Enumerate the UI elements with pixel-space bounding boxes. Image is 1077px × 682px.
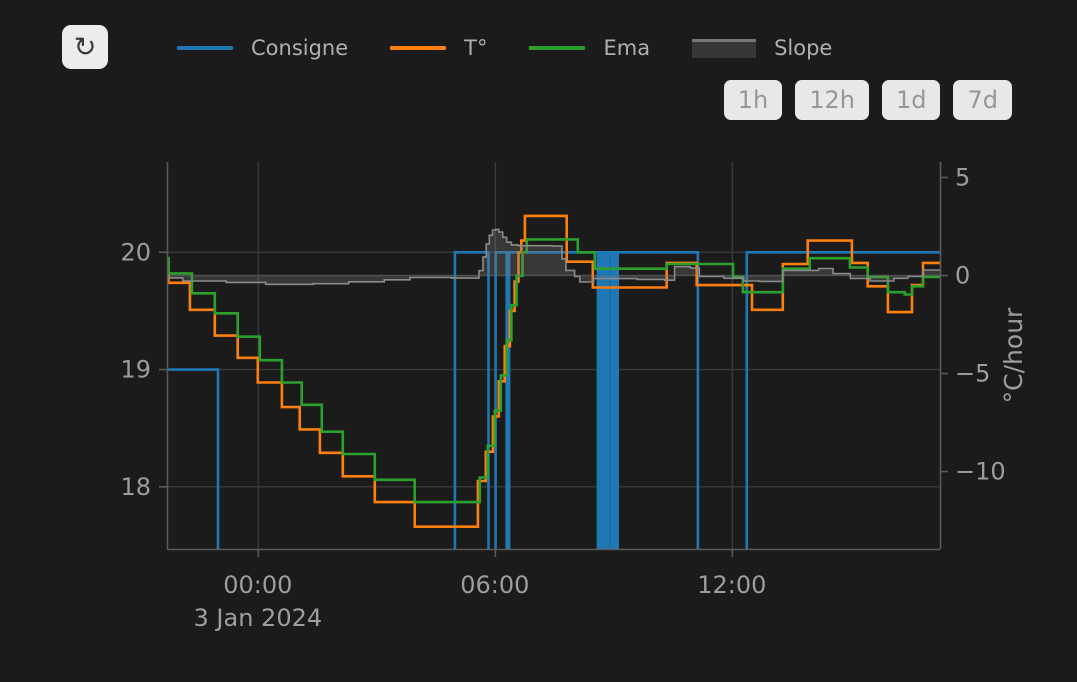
legend-item-ema[interactable]: Ema — [529, 36, 650, 60]
legend-label: Ema — [603, 36, 651, 60]
legend-area-swatch — [692, 38, 757, 58]
refresh-button[interactable]: ↻ — [62, 25, 108, 69]
series-line-consigne — [167, 251, 940, 549]
refresh-icon: ↻ — [73, 31, 97, 62]
svg-text:−5: −5 — [955, 360, 990, 388]
legend-item-slope[interactable]: Slope — [692, 36, 832, 60]
series-group — [167, 214, 940, 549]
svg-text:20: 20 — [120, 238, 151, 266]
range-button-12h[interactable]: 12h — [795, 80, 869, 120]
svg-text:−10: −10 — [955, 458, 1006, 486]
series-line-slope — [167, 228, 940, 286]
svg-text:0: 0 — [955, 262, 970, 290]
svg-text:12:00: 12:00 — [697, 571, 766, 599]
svg-text:19: 19 — [120, 356, 151, 384]
legend-item-consigne[interactable]: Consigne — [177, 36, 348, 60]
svg-text:5: 5 — [955, 163, 970, 191]
chart-legend: Consigne T° Ema Slope — [177, 36, 832, 60]
series-line-ema — [167, 238, 940, 504]
slope-area-fill — [167, 229, 940, 285]
legend-label: Consigne — [251, 36, 349, 60]
range-button-7d[interactable]: 7d — [953, 80, 1012, 120]
legend-line-swatch — [177, 46, 233, 50]
series-line-t — [167, 214, 940, 528]
legend-label: T° — [464, 36, 488, 60]
legend-label: Slope — [774, 36, 833, 60]
axes: 18 19 20 5 0 −5 −10 00:00 06:00 12:00 3 Jan 2024 °C… — [120, 162, 1028, 632]
svg-text:18: 18 — [120, 473, 151, 501]
x-axis-date-label: 3 Jan 2024 — [194, 604, 323, 632]
svg-text:00:00: 00:00 — [223, 571, 292, 599]
range-buttons: 1h 12h 1d 7d — [723, 80, 1012, 120]
legend-line-swatch — [529, 46, 586, 50]
legend-item-t[interactable]: T° — [390, 36, 487, 60]
range-button-1h[interactable]: 1h — [723, 80, 783, 120]
range-button-1d[interactable]: 1d — [881, 80, 941, 120]
right-axis-title: °C/hour — [999, 307, 1028, 403]
gridlines — [167, 162, 940, 549]
svg-text:06:00: 06:00 — [460, 571, 529, 599]
legend-line-swatch — [390, 46, 447, 50]
